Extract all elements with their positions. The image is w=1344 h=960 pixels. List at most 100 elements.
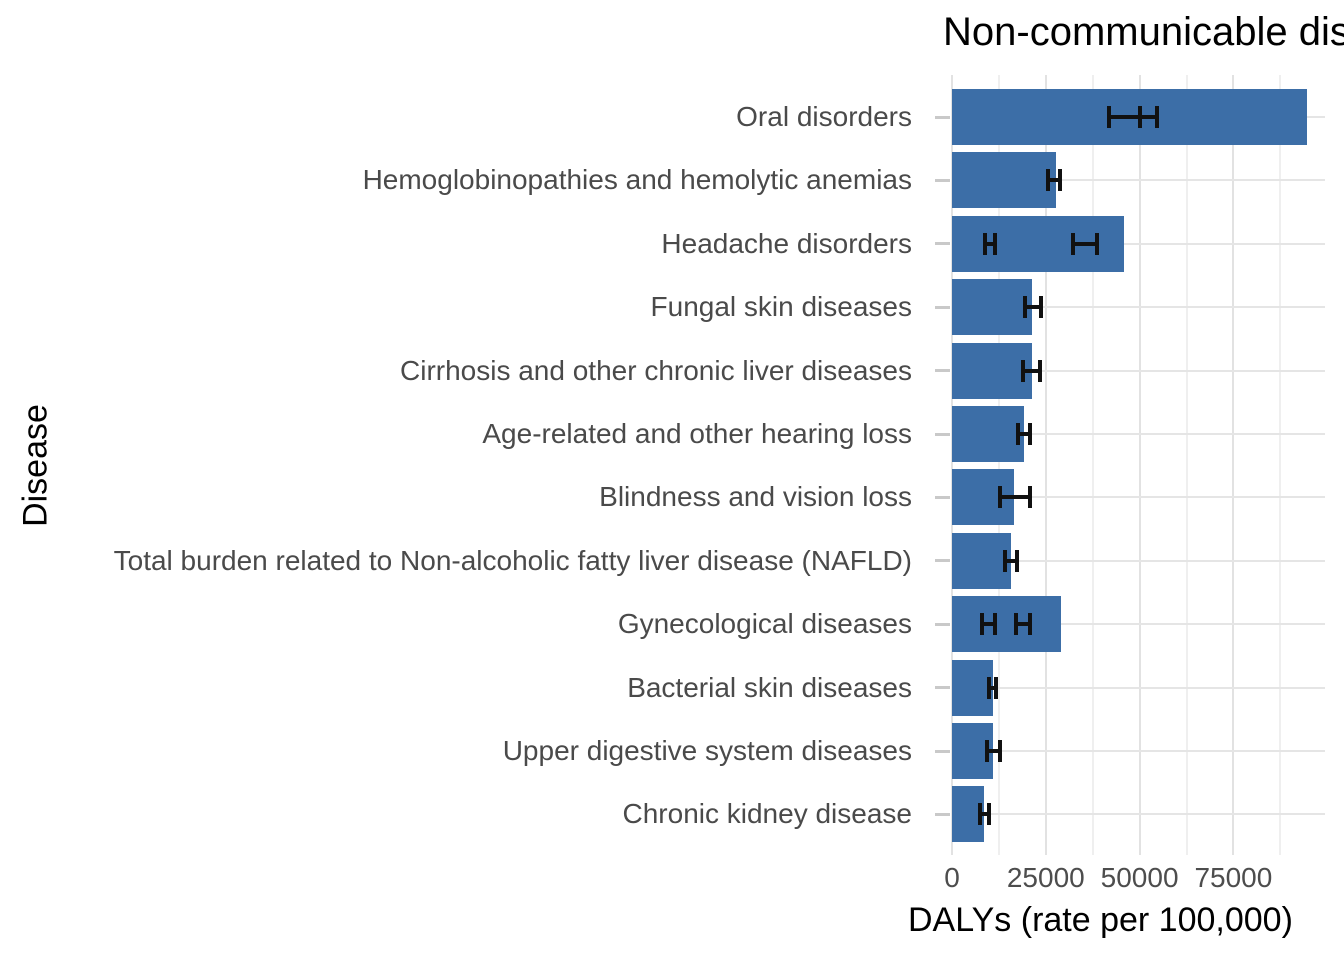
error-bar-cap	[993, 676, 998, 699]
bar	[952, 152, 1056, 209]
error-bar-line	[1000, 495, 1030, 500]
error-bar-cap	[1138, 106, 1143, 128]
error-bar-cap	[1028, 613, 1033, 636]
x-axis-tick-label: 25000	[1006, 862, 1085, 893]
error-bar-cap	[984, 740, 989, 762]
error-bar-cap	[992, 232, 997, 255]
category-label: Headache disorders	[661, 227, 912, 259]
gridline-row	[952, 179, 1325, 182]
gridline-minor	[997, 75, 1000, 855]
category-label: Blindness and vision loss	[599, 481, 912, 513]
gridline-major	[1138, 75, 1141, 855]
gridline-row	[952, 813, 1325, 816]
error-bar-cap	[979, 613, 984, 636]
category-label: Upper digestive system diseases	[502, 734, 912, 766]
y-axis-tick-mark	[935, 812, 950, 816]
bar	[952, 532, 1011, 589]
plot-panel	[951, 75, 1325, 855]
error-bar-cap	[1045, 169, 1050, 192]
error-bar-cap	[1039, 296, 1044, 319]
category-label: Oral disorders	[736, 100, 912, 132]
y-axis-tick-mark	[935, 115, 950, 119]
x-axis-tick-label: 75000	[1194, 862, 1273, 893]
error-bar-line	[979, 812, 990, 817]
error-bar-line	[1004, 558, 1017, 563]
error-bar-cap	[1014, 549, 1019, 572]
gridline-minor	[1091, 75, 1094, 855]
x-axis-tick-label: 50000	[1100, 862, 1179, 893]
y-axis-tick-mark	[935, 305, 950, 309]
error-bar-cap	[1021, 359, 1026, 382]
error-bar-cap	[1002, 549, 1007, 572]
category-label: Chronic kidney disease	[622, 798, 913, 830]
error-bar-cap	[998, 486, 1002, 509]
error-bar-line	[989, 685, 996, 690]
category-label: Cirrhosis and other chronic liver diseas…	[400, 354, 912, 386]
gridline-row	[952, 686, 1325, 689]
error-bar-cap	[1106, 106, 1111, 128]
x-axis-title: DALYs (rate per 100,000)	[908, 901, 1293, 939]
gridline-minor	[1279, 75, 1282, 855]
error-bar-cap	[1094, 232, 1099, 255]
error-bar-line	[1047, 178, 1060, 183]
category-label: Fungal skin diseases	[650, 291, 912, 323]
error-bar-line	[981, 622, 995, 627]
error-bar-line	[1024, 305, 1042, 310]
bar	[952, 596, 1061, 653]
error-bar-cap	[1016, 423, 1020, 445]
gridline-minor	[1185, 75, 1188, 855]
error-bar-cap	[1037, 359, 1042, 382]
bar	[952, 342, 1032, 399]
error-bar-line	[985, 241, 995, 246]
category-label: Age-related and other hearing loss	[482, 417, 912, 449]
error-bar-line	[1108, 115, 1141, 119]
gridline-major	[951, 75, 953, 855]
y-axis-tick-mark	[935, 686, 950, 690]
error-bar-line	[1018, 432, 1030, 436]
error-bar-cap	[1154, 106, 1159, 128]
error-bar-cap	[1027, 486, 1032, 509]
bar	[952, 406, 1025, 462]
y-axis-tick-mark	[935, 178, 950, 182]
y-axis-tick-mark	[935, 622, 950, 626]
bar	[952, 279, 1033, 336]
error-bar-line	[1015, 622, 1031, 627]
error-bar-cap	[998, 740, 1002, 762]
gridline-row	[952, 559, 1325, 562]
category-label: Hemoglobinopathies and hemolytic anemias	[362, 164, 912, 196]
error-bar-cap	[1057, 169, 1062, 192]
error-bar-cap	[987, 803, 992, 826]
error-bar-cap	[1070, 232, 1075, 255]
y-axis-tick-mark	[935, 495, 950, 499]
gridline-major	[1044, 75, 1047, 855]
gridline-row	[952, 306, 1325, 309]
error-bar-cap	[1027, 423, 1032, 445]
category-label: Bacterial skin diseases	[627, 671, 912, 703]
y-axis-tick-mark	[935, 242, 950, 246]
error-bar-cap	[977, 803, 982, 826]
gridline-row	[952, 369, 1325, 372]
y-axis-tick-mark	[935, 559, 950, 563]
gridline-major	[1232, 75, 1235, 855]
error-bar-cap	[992, 613, 997, 636]
category-label: Gynecological diseases	[617, 608, 912, 640]
x-axis-tick-label: 0	[944, 862, 960, 893]
error-bar-line	[1023, 368, 1040, 373]
error-bar-cap	[983, 232, 988, 255]
gridline-row	[952, 623, 1325, 626]
error-bar-cap	[987, 676, 992, 699]
gridline-row	[952, 242, 1325, 245]
category-label: Total burden related to Non-alcoholic fa…	[113, 544, 912, 576]
gridline-row	[952, 433, 1325, 435]
gridline-row	[952, 496, 1325, 499]
y-axis-tick-mark	[935, 432, 950, 436]
gridline-row	[952, 750, 1325, 752]
chart-title: Non-communicable diseases	[943, 10, 1344, 54]
bar	[952, 659, 994, 716]
y-axis-tick-mark	[935, 749, 950, 753]
error-bar-line	[1072, 241, 1097, 246]
y-axis-tick-mark	[935, 369, 950, 373]
error-bar-cap	[1013, 613, 1018, 636]
error-bar-line	[986, 749, 1000, 753]
